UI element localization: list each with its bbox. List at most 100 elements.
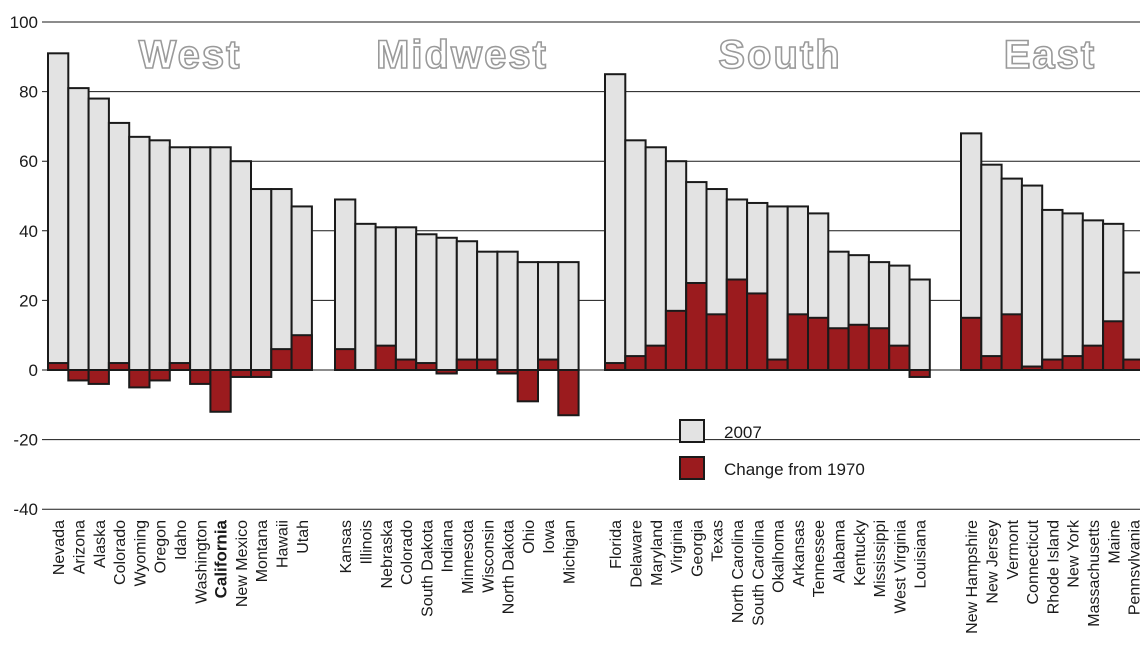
bar-change-delaware <box>624 355 647 371</box>
bar-change-arkansas <box>786 313 810 372</box>
bar-change-florida <box>604 362 627 372</box>
category-label-wyoming: Wyoming <box>132 520 149 587</box>
category-label-south-dakota: South Dakota <box>419 520 436 617</box>
region-title-midwest: Midwest <box>376 33 548 77</box>
category-label-new-mexico: New Mexico <box>234 520 251 607</box>
category-label-new-jersey: New Jersey <box>984 520 1001 604</box>
bar-2007-nevada <box>47 52 70 371</box>
bar-2007-louisiana <box>908 278 931 371</box>
bar-2007-montana <box>250 188 273 371</box>
category-label-maryland: Maryland <box>649 520 666 586</box>
bar-change-washington <box>189 369 212 385</box>
bar-2007-ohio <box>516 261 540 371</box>
category-label-north-dakota: North Dakota <box>501 520 518 614</box>
bar-2007-illinois <box>354 222 377 371</box>
bar-2007-alaska <box>87 97 110 371</box>
bar-change-mississippi <box>867 327 891 371</box>
bar-change-new-hampshire <box>960 316 983 371</box>
bar-2007-colorado <box>394 226 418 371</box>
category-label-alabama: Alabama <box>831 520 848 583</box>
bar-2007-michigan <box>557 261 580 371</box>
bar-change-michigan <box>557 369 580 417</box>
bar-2007-washington <box>189 146 212 371</box>
bar-2007-connecticut <box>1020 184 1044 371</box>
category-label-tennessee: Tennessee <box>811 520 828 597</box>
category-label-florida: Florida <box>608 520 625 569</box>
category-labels: Nevada Arizona Alaska Colorado Wyoming Oregon… <box>51 519 1140 634</box>
y-tick-label: -40 <box>13 500 38 519</box>
category-label-south-carolina: South Carolina <box>750 520 767 626</box>
bar-change-maryland <box>644 344 667 372</box>
category-label-iowa: Iowa <box>541 520 558 554</box>
bar-2007-hawaii <box>270 188 293 371</box>
bar-change-okalhoma <box>766 358 789 371</box>
category-label-connecticut: Connecticut <box>1025 519 1042 604</box>
y-tick-label: 60 <box>19 152 38 171</box>
y-tick-label: 20 <box>19 291 38 310</box>
y-tick-label: 0 <box>29 361 38 380</box>
y-tick-label: 40 <box>19 222 38 241</box>
category-label-indiana: Indiana <box>440 520 457 573</box>
category-label-nevada: Nevada <box>51 520 68 575</box>
region-title-west: West <box>139 33 242 77</box>
category-label-colorado: Colorado <box>399 520 416 585</box>
y-axis-ticks: -40 -20 0 20 40 60 80 100 <box>10 13 38 519</box>
bar-2007-minnesota <box>455 240 479 371</box>
bar-change-louisiana <box>908 369 931 378</box>
category-label-massachusetts: Massachusetts <box>1086 520 1103 627</box>
bar-change-tennessee <box>807 316 830 371</box>
bar-change-nebraska <box>374 344 397 372</box>
category-label-montana: Montana <box>254 520 271 582</box>
category-label-new-york: New York <box>1066 519 1083 588</box>
bar-change-south-dakota <box>415 362 438 372</box>
category-label-maine: Maine <box>1106 520 1123 564</box>
bar-2007-new-mexico <box>229 160 252 371</box>
bar-change-alabama <box>827 327 850 371</box>
category-label-kansas: Kansas <box>338 520 355 573</box>
category-label-louisiana: Louisiana <box>913 520 930 589</box>
category-label-arkansas: Arkansas <box>791 520 808 587</box>
y-tick-label: -20 <box>13 431 38 450</box>
bar-change-california <box>209 369 232 413</box>
bar-change-kentucky <box>847 323 870 372</box>
bar-change-montana <box>250 369 273 378</box>
category-label-ohio: Ohio <box>521 520 538 554</box>
category-label-illinois: Illinois <box>358 520 375 564</box>
category-label-nebraska: Nebraska <box>379 520 396 589</box>
bar-change-indiana <box>435 369 458 375</box>
bar-2007-okalhoma <box>766 205 789 371</box>
category-label-colorado: Colorado <box>112 520 129 585</box>
legend-label-2007: 2007 <box>724 423 762 442</box>
category-label-oregon: Oregon <box>153 520 170 573</box>
bar-change-wyoming <box>128 369 151 389</box>
bar-change-pennsylvania <box>1122 358 1140 371</box>
category-label-delaware: Delaware <box>628 520 645 588</box>
category-label-alaska: Alaska <box>92 520 109 568</box>
category-label-wisconsin: Wisconsin <box>480 520 497 593</box>
category-label-hawaii: Hawaii <box>274 520 291 568</box>
bar-2007-california <box>209 146 232 371</box>
bar-2007-south-dakota <box>415 233 438 371</box>
bar-2007-maryland <box>644 146 667 371</box>
bar-2007-arizona <box>67 87 90 372</box>
bar-change-new-mexico <box>229 369 252 378</box>
category-label-california: California <box>212 519 231 598</box>
category-label-georgia: Georgia <box>689 520 706 577</box>
bar-2007-new-jersey <box>980 163 1003 371</box>
y-tick-label: 80 <box>19 83 38 102</box>
legend: 2007 Change from 1970 <box>679 419 865 480</box>
bar-change-colorado <box>107 362 131 372</box>
bar-change-ohio <box>516 369 540 403</box>
category-label-kentucky: Kentucky <box>852 520 869 586</box>
category-label-michigan: Michigan <box>561 520 578 584</box>
region-title-south: South <box>718 33 841 77</box>
y-tick-label: 100 <box>10 13 38 32</box>
bar-change-texas <box>705 313 728 372</box>
category-label-new-hampshire: New Hampshire <box>964 520 981 634</box>
bar-2007-pennsylvania <box>1122 271 1140 371</box>
bar-2007-indiana <box>435 236 458 371</box>
bar-2007-delaware <box>624 139 647 371</box>
category-label-vermont: Vermont <box>1005 519 1022 579</box>
bar-change-maine <box>1102 320 1125 371</box>
bar-change-massachusetts <box>1081 344 1105 372</box>
